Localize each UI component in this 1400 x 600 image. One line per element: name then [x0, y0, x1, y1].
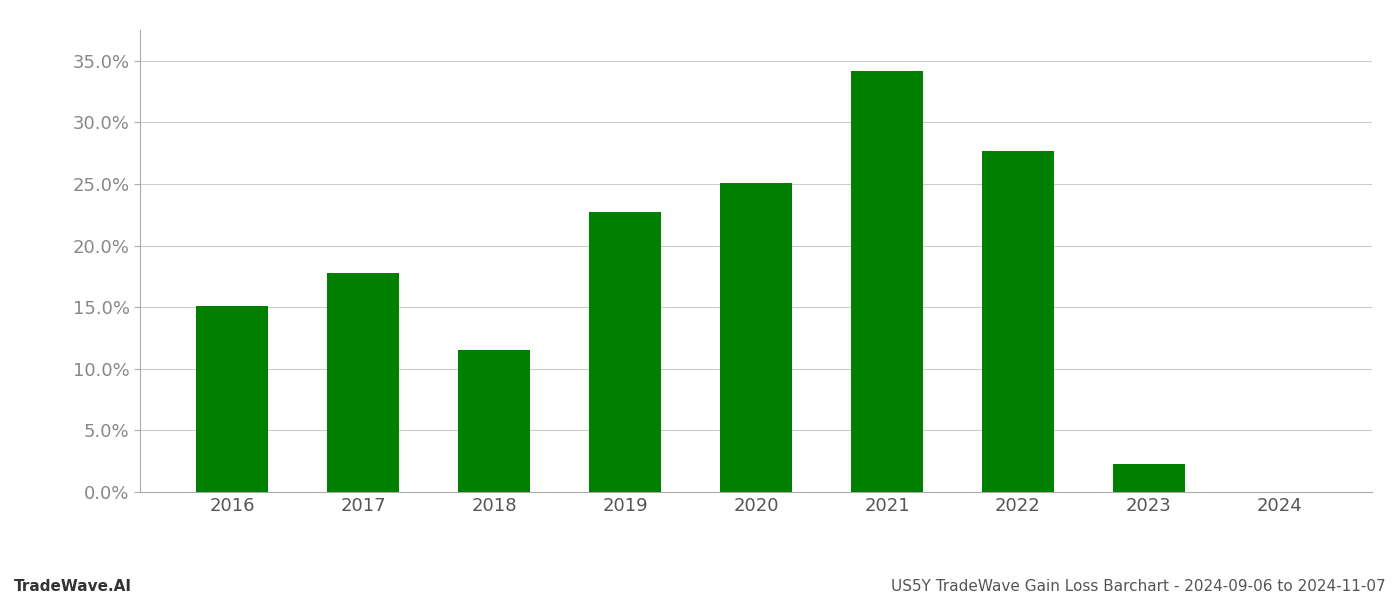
Bar: [196, 306, 267, 492]
Bar: [328, 273, 399, 492]
Text: US5Y TradeWave Gain Loss Barchart - 2024-09-06 to 2024-11-07: US5Y TradeWave Gain Loss Barchart - 2024…: [892, 579, 1386, 594]
Bar: [1113, 464, 1184, 492]
Bar: [851, 71, 923, 492]
Bar: [981, 151, 1054, 492]
Text: TradeWave.AI: TradeWave.AI: [14, 579, 132, 594]
Bar: [458, 350, 531, 492]
Bar: [720, 183, 792, 492]
Bar: [589, 212, 661, 492]
